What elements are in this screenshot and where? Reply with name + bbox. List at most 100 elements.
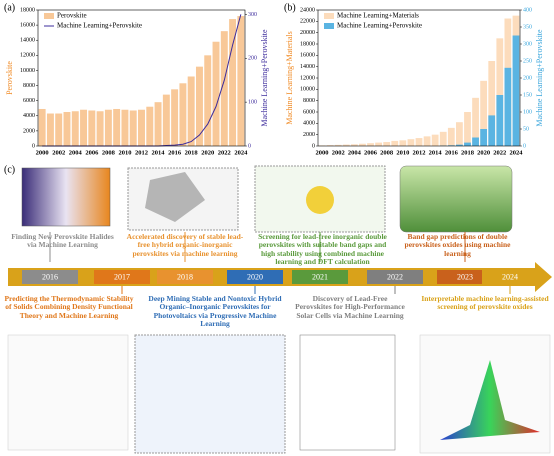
- image-panel: [7, 334, 129, 451]
- bar: [447, 127, 455, 146]
- bar: [359, 143, 366, 146]
- bar: [121, 109, 129, 146]
- year-box: [292, 270, 348, 284]
- legend-swatch: [324, 23, 334, 29]
- y2-tick-label: 100: [523, 109, 532, 115]
- y2-tick-label: 400: [523, 7, 532, 13]
- bar: [480, 80, 488, 146]
- event-caption: Deep Mining Stable and Nontoxic Hybrid O…: [148, 294, 282, 328]
- year-label: 2024: [502, 272, 518, 281]
- year-label: 2020: [247, 272, 263, 281]
- bar: [375, 142, 382, 146]
- surface-plot: [440, 360, 540, 440]
- x-tick-label: 2012: [135, 149, 148, 156]
- bar: [96, 111, 104, 146]
- y-tick-label: 4000: [23, 113, 35, 119]
- image-panel: [21, 167, 111, 227]
- bar: [431, 134, 439, 146]
- bar: [472, 137, 479, 146]
- x-tick-label: 2006: [364, 149, 378, 156]
- y-tick-label: 12000: [300, 75, 315, 81]
- year-label: 2017: [114, 272, 130, 281]
- year-box: [367, 270, 423, 284]
- x-tick-label: 2016: [445, 149, 459, 156]
- bar: [480, 129, 488, 146]
- bar: [464, 142, 471, 146]
- bar: [237, 16, 245, 146]
- x-tick-label: 2024: [509, 149, 523, 156]
- y-tick-label: 16000: [300, 53, 315, 59]
- y-tick-label: 2000: [303, 132, 315, 138]
- y-tick-label: 8000: [23, 83, 35, 89]
- plot-frame: [37, 9, 246, 147]
- bar: [146, 106, 154, 146]
- bar: [104, 109, 112, 146]
- panel-label: (b): [284, 2, 296, 13]
- bar: [187, 76, 195, 146]
- bar: [504, 67, 512, 146]
- year-box: [22, 270, 78, 284]
- bar: [229, 19, 237, 146]
- y-tick-label: 2000: [23, 128, 35, 134]
- bar: [472, 97, 479, 146]
- x-tick-label: 2018: [185, 149, 199, 156]
- x-tick-label: 2004: [69, 149, 83, 156]
- plot-frame: [317, 9, 521, 147]
- bar: [342, 144, 350, 146]
- y-tick-label: 12000: [20, 53, 35, 59]
- x-tick-label: 2008: [380, 149, 394, 156]
- bar: [80, 109, 88, 146]
- x-tick-label: 2000: [316, 149, 329, 156]
- y-tick-label: 6000: [23, 98, 35, 104]
- year-box: [437, 270, 493, 284]
- y-tick-label: 6000: [303, 109, 315, 115]
- y-tick-label: 20000: [300, 30, 315, 36]
- bar: [334, 144, 342, 146]
- y-tick-label: 10000: [300, 87, 315, 93]
- y2-tick-label: 300: [523, 41, 532, 47]
- y-tick-label: 0: [32, 143, 35, 149]
- legend-swatch: [44, 13, 54, 19]
- bar: [488, 61, 496, 146]
- year-box: [94, 270, 150, 284]
- event-caption: Band gap predictions of double perovskit…: [404, 232, 511, 258]
- event-caption: Finding New Perovskite Halides via Machi…: [11, 232, 114, 250]
- bar: [46, 113, 54, 146]
- x-tick-label: 2014: [152, 149, 166, 156]
- legend-label: Machine Learning+Materials: [337, 12, 419, 20]
- bar: [456, 144, 463, 146]
- y2-tick-label: 50: [523, 126, 529, 132]
- bar: [71, 111, 79, 146]
- year-label: 2023: [457, 272, 473, 281]
- bar: [326, 145, 334, 146]
- x-tick-label: 2020: [477, 149, 490, 156]
- x-tick-label: 2020: [201, 149, 214, 156]
- bar: [220, 31, 228, 146]
- panel-label: (c): [4, 164, 15, 175]
- y-tick-label: 8000: [303, 98, 315, 104]
- icon: [306, 186, 334, 214]
- bar: [55, 113, 63, 146]
- bar: [212, 41, 220, 146]
- y-axis-label: Perovskite: [5, 61, 14, 95]
- year-label: 2022: [387, 272, 403, 281]
- image-panel: [399, 165, 513, 233]
- y-tick-label: 14000: [20, 38, 35, 44]
- y-tick-label: 18000: [20, 7, 35, 13]
- bar: [204, 55, 212, 147]
- year-box: [157, 270, 213, 284]
- y2-axis-label: Machine Learning+Perovskite: [260, 29, 269, 127]
- bar: [512, 35, 520, 146]
- bar: [138, 109, 145, 146]
- event-caption: Interpretable machine learning-assisted …: [421, 294, 549, 312]
- x-tick-label: 2010: [118, 149, 131, 156]
- x-tick-label: 2016: [168, 149, 182, 156]
- y-tick-label: 24000: [300, 7, 315, 13]
- bar: [407, 139, 415, 146]
- bar: [38, 108, 46, 146]
- bar: [383, 142, 391, 146]
- y-tick-label: 4000: [303, 121, 315, 127]
- bar: [129, 110, 137, 146]
